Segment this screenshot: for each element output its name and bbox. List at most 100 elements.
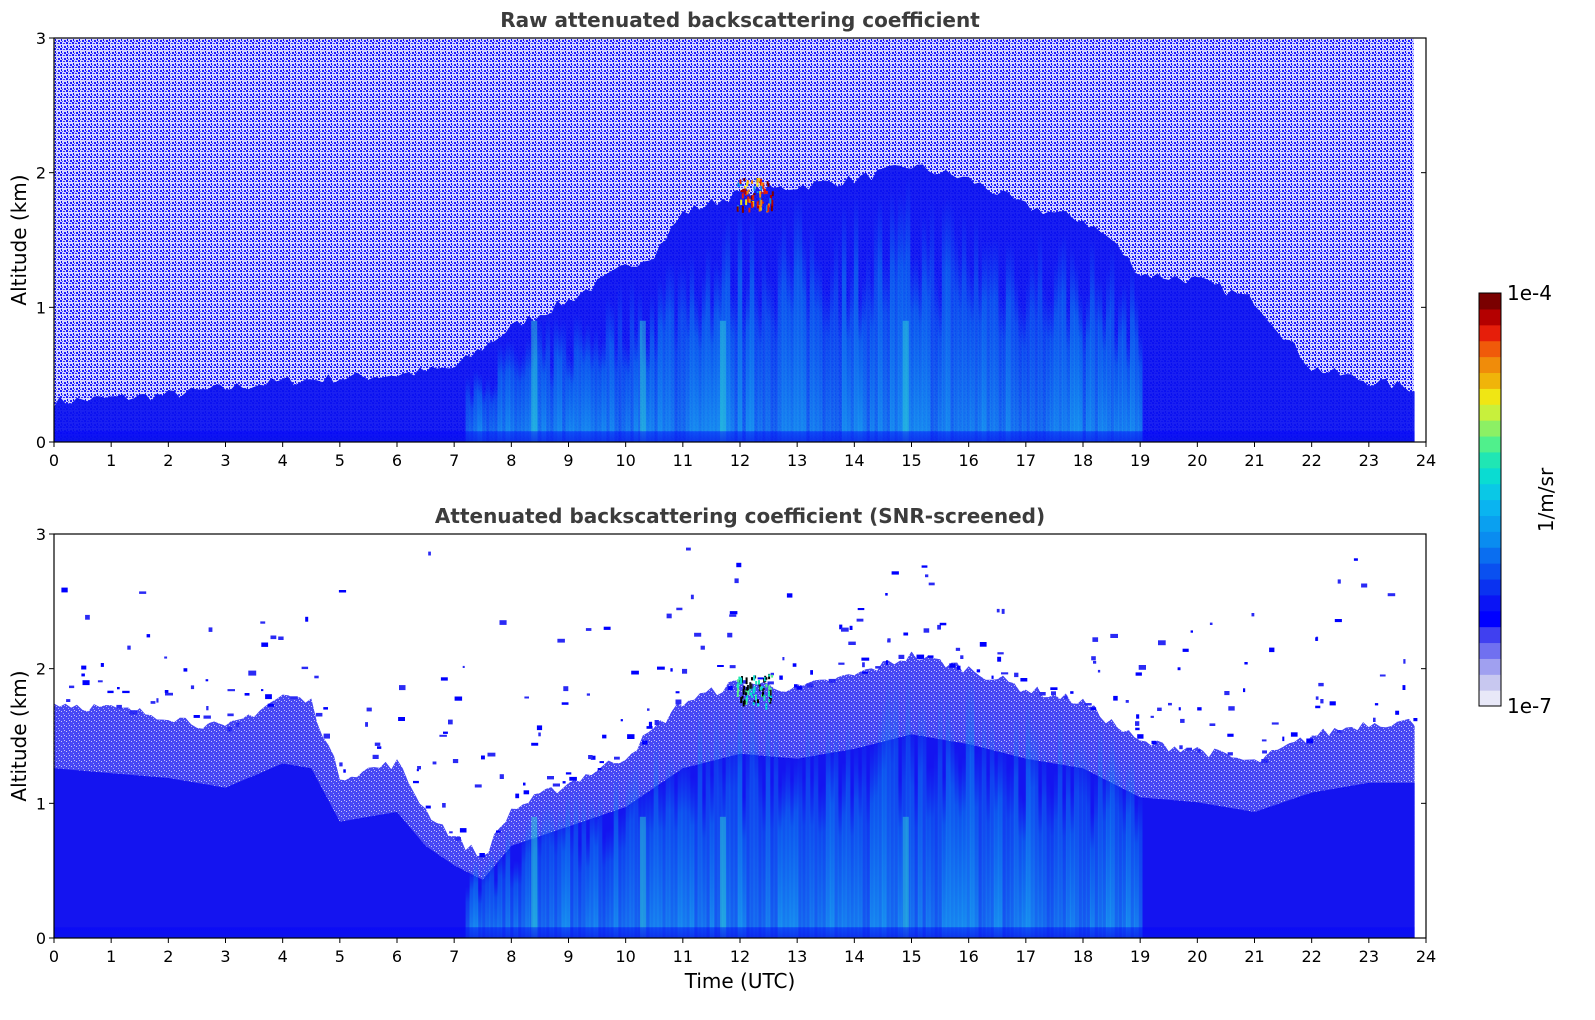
cloud-cell <box>747 196 750 203</box>
noise-speck <box>1113 695 1118 701</box>
noise-speck <box>956 665 961 670</box>
noise-speck <box>323 707 328 710</box>
plume-column <box>645 781 651 938</box>
cloud-cell <box>770 695 773 698</box>
noise-speck <box>127 645 131 650</box>
noise-speck <box>1271 722 1279 725</box>
x-tick-label: 13 <box>787 451 807 470</box>
plume-column <box>1013 709 1019 938</box>
plume-column <box>553 317 559 442</box>
noise-speck <box>927 655 934 658</box>
cloud-cell <box>743 685 746 690</box>
plume-column <box>993 759 999 938</box>
cloud-cell <box>745 689 748 693</box>
plume-column <box>677 262 683 442</box>
cloud-cell <box>736 690 739 697</box>
plume-column <box>609 302 615 442</box>
noise-speck <box>955 647 961 651</box>
noise-speck <box>1413 718 1418 722</box>
noise-speck <box>792 663 797 667</box>
plume-column <box>593 327 599 442</box>
cloud-cell <box>766 205 768 211</box>
plume-column <box>937 685 943 938</box>
plume-column <box>969 676 975 938</box>
x-tick-label: 1 <box>106 451 116 470</box>
noise-speck <box>734 578 739 584</box>
plume-column <box>821 288 827 442</box>
noise-speck <box>1097 669 1101 673</box>
noise-speck <box>531 742 539 746</box>
noise-speck <box>670 668 673 672</box>
plume-column <box>525 338 531 442</box>
noise-speck <box>455 837 461 841</box>
colorbar: 1e-4 1e-7 1/m/sr <box>1478 281 1558 718</box>
noise-speck <box>536 725 543 731</box>
plume-column <box>533 812 539 938</box>
noise-speck <box>236 722 240 727</box>
plume-column <box>1041 286 1047 442</box>
plume-column <box>689 777 695 938</box>
noise-speck <box>1337 579 1341 584</box>
noise-speck <box>193 715 200 718</box>
cloud-cell <box>765 677 768 680</box>
noise-speck <box>717 665 724 667</box>
noise-speck <box>654 720 659 725</box>
noise-speck <box>1168 702 1172 706</box>
noise-speck <box>417 766 421 770</box>
noise-speck <box>547 776 554 780</box>
plume-column <box>801 778 807 938</box>
plume-column <box>521 351 527 442</box>
plume-column <box>653 329 659 442</box>
noise-speck <box>585 628 592 631</box>
cloud-cell <box>736 206 739 212</box>
plume-column <box>1013 275 1019 442</box>
cloud-cell <box>740 697 743 703</box>
plume-column <box>889 190 895 442</box>
cloud-cell <box>748 198 751 203</box>
plume-column <box>1089 238 1095 442</box>
cloud-cell <box>757 703 760 707</box>
cloud-cell <box>746 180 749 184</box>
noise-speck <box>597 768 602 771</box>
plume-column <box>505 340 511 442</box>
x-tick-label: 19 <box>1130 947 1150 966</box>
plume-column <box>953 232 959 442</box>
noise-speck <box>1050 687 1058 690</box>
noise-speck <box>443 731 448 734</box>
cloud-cell <box>745 199 748 206</box>
plume-column <box>1105 268 1111 442</box>
cloud-cell <box>753 186 756 191</box>
noise-speck <box>666 613 672 619</box>
plume-column <box>1125 338 1131 442</box>
noise-speck <box>562 781 566 784</box>
plume-column <box>1073 263 1079 442</box>
noise-speck <box>1178 707 1181 711</box>
plume-column <box>1069 789 1075 938</box>
plume-column <box>1001 296 1007 442</box>
x-tick-label: 15 <box>901 451 921 470</box>
plume-column <box>589 796 595 938</box>
noise-speck <box>770 672 774 676</box>
noise-speck <box>794 684 798 688</box>
noise-speck <box>1084 703 1092 706</box>
x-tick-label: 20 <box>1187 451 1207 470</box>
plume-column <box>1061 232 1067 442</box>
noise-speck <box>523 782 526 786</box>
noise-speck <box>1315 637 1318 641</box>
cloud-cell <box>751 695 754 698</box>
surface-layer <box>54 431 1415 442</box>
plume-column <box>777 234 783 442</box>
plume-column <box>969 272 975 442</box>
cloud-cell <box>756 182 759 187</box>
noise-speck <box>1353 558 1358 561</box>
x-tick-label: 0 <box>49 451 59 470</box>
noise-speck <box>479 853 485 858</box>
plume-column <box>665 754 671 938</box>
plume-column <box>533 325 539 442</box>
plume-column <box>873 209 879 442</box>
x-axis-label: Time (UTC) <box>684 969 796 993</box>
colorbar-step <box>1479 435 1501 453</box>
noise-speck <box>440 677 448 681</box>
plume-column <box>1045 781 1051 938</box>
noise-speck <box>1379 674 1386 677</box>
